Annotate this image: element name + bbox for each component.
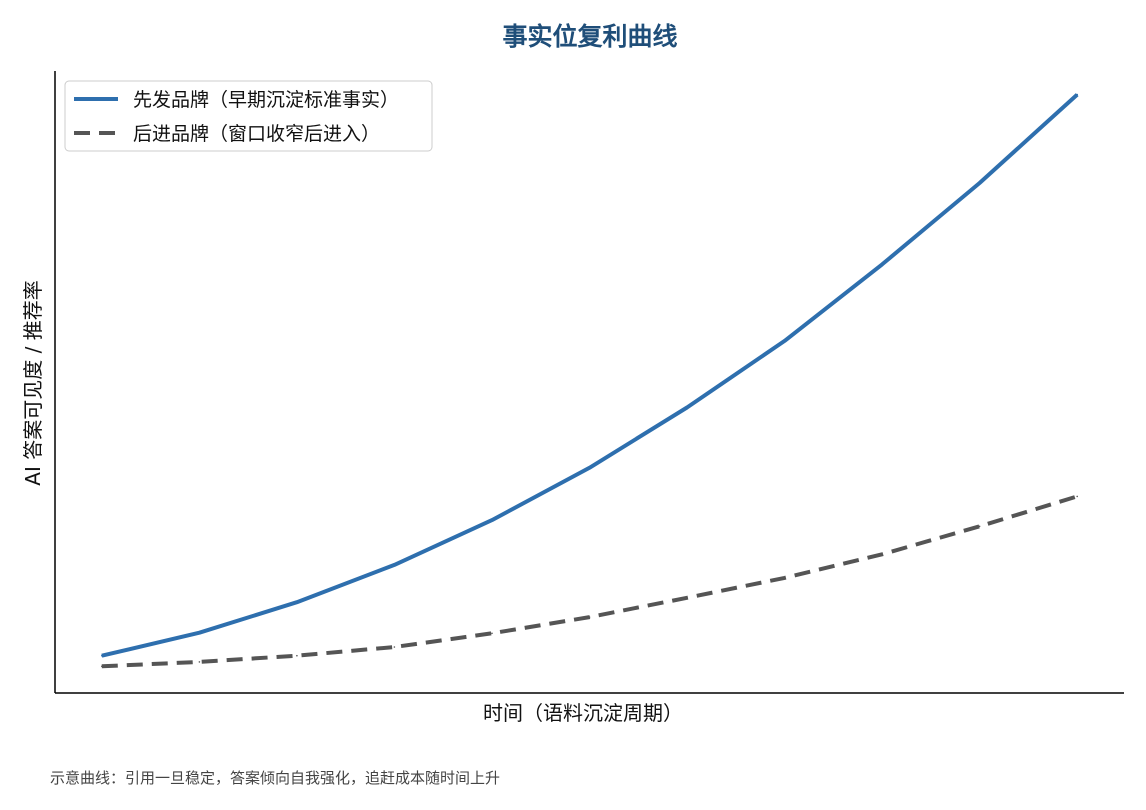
data-point-early xyxy=(491,519,493,521)
data-point-later xyxy=(881,553,883,556)
data-point-early xyxy=(978,182,981,184)
data-point-early xyxy=(588,467,591,469)
plot-area xyxy=(54,71,1124,694)
data-point-early xyxy=(296,601,298,603)
data-point-early xyxy=(686,406,688,409)
legend-entries: 先发品牌（早期沉淀标准事实） 后进品牌（窗口收窄后进入） xyxy=(74,89,399,145)
legend-label-later: 后进品牌（窗口收窄后进入） xyxy=(133,123,380,145)
y-axis-label: AI 答案可见度 / 推荐率 xyxy=(21,280,45,485)
legend-label-early: 先发品牌（早期沉淀标准事实） xyxy=(133,89,399,111)
series-line-early xyxy=(101,93,1079,658)
data-point-later xyxy=(296,654,298,657)
x-axis-label: 时间（语料沉淀周期） xyxy=(483,701,683,725)
data-point-early xyxy=(881,263,883,266)
data-point-later xyxy=(783,577,786,579)
data-point-later xyxy=(393,646,396,648)
data-point-later xyxy=(588,616,591,618)
chart-title: 事实位复利曲线 xyxy=(502,22,677,51)
data-point-early xyxy=(101,654,103,657)
legend-frame xyxy=(64,80,433,152)
data-point-early xyxy=(1076,93,1078,96)
chart-caption: 示意曲线：引用一旦稳定，答案倾向自我强化，追赶成本随时间上升 xyxy=(50,769,500,787)
data-point-later xyxy=(198,661,201,663)
legend: 先发品牌（早期沉淀标准事实） 后进品牌（窗口收窄后进入） xyxy=(64,80,433,152)
data-point-later xyxy=(978,525,981,528)
data-point-later xyxy=(1076,495,1078,498)
series-layer xyxy=(101,93,1079,669)
data-point-later xyxy=(101,665,103,668)
series-line-later xyxy=(101,494,1078,669)
data-point-later xyxy=(686,597,688,599)
data-point-early xyxy=(783,340,786,342)
data-point-early xyxy=(198,631,201,634)
data-point-later xyxy=(491,632,493,635)
data-point-early xyxy=(393,564,396,566)
